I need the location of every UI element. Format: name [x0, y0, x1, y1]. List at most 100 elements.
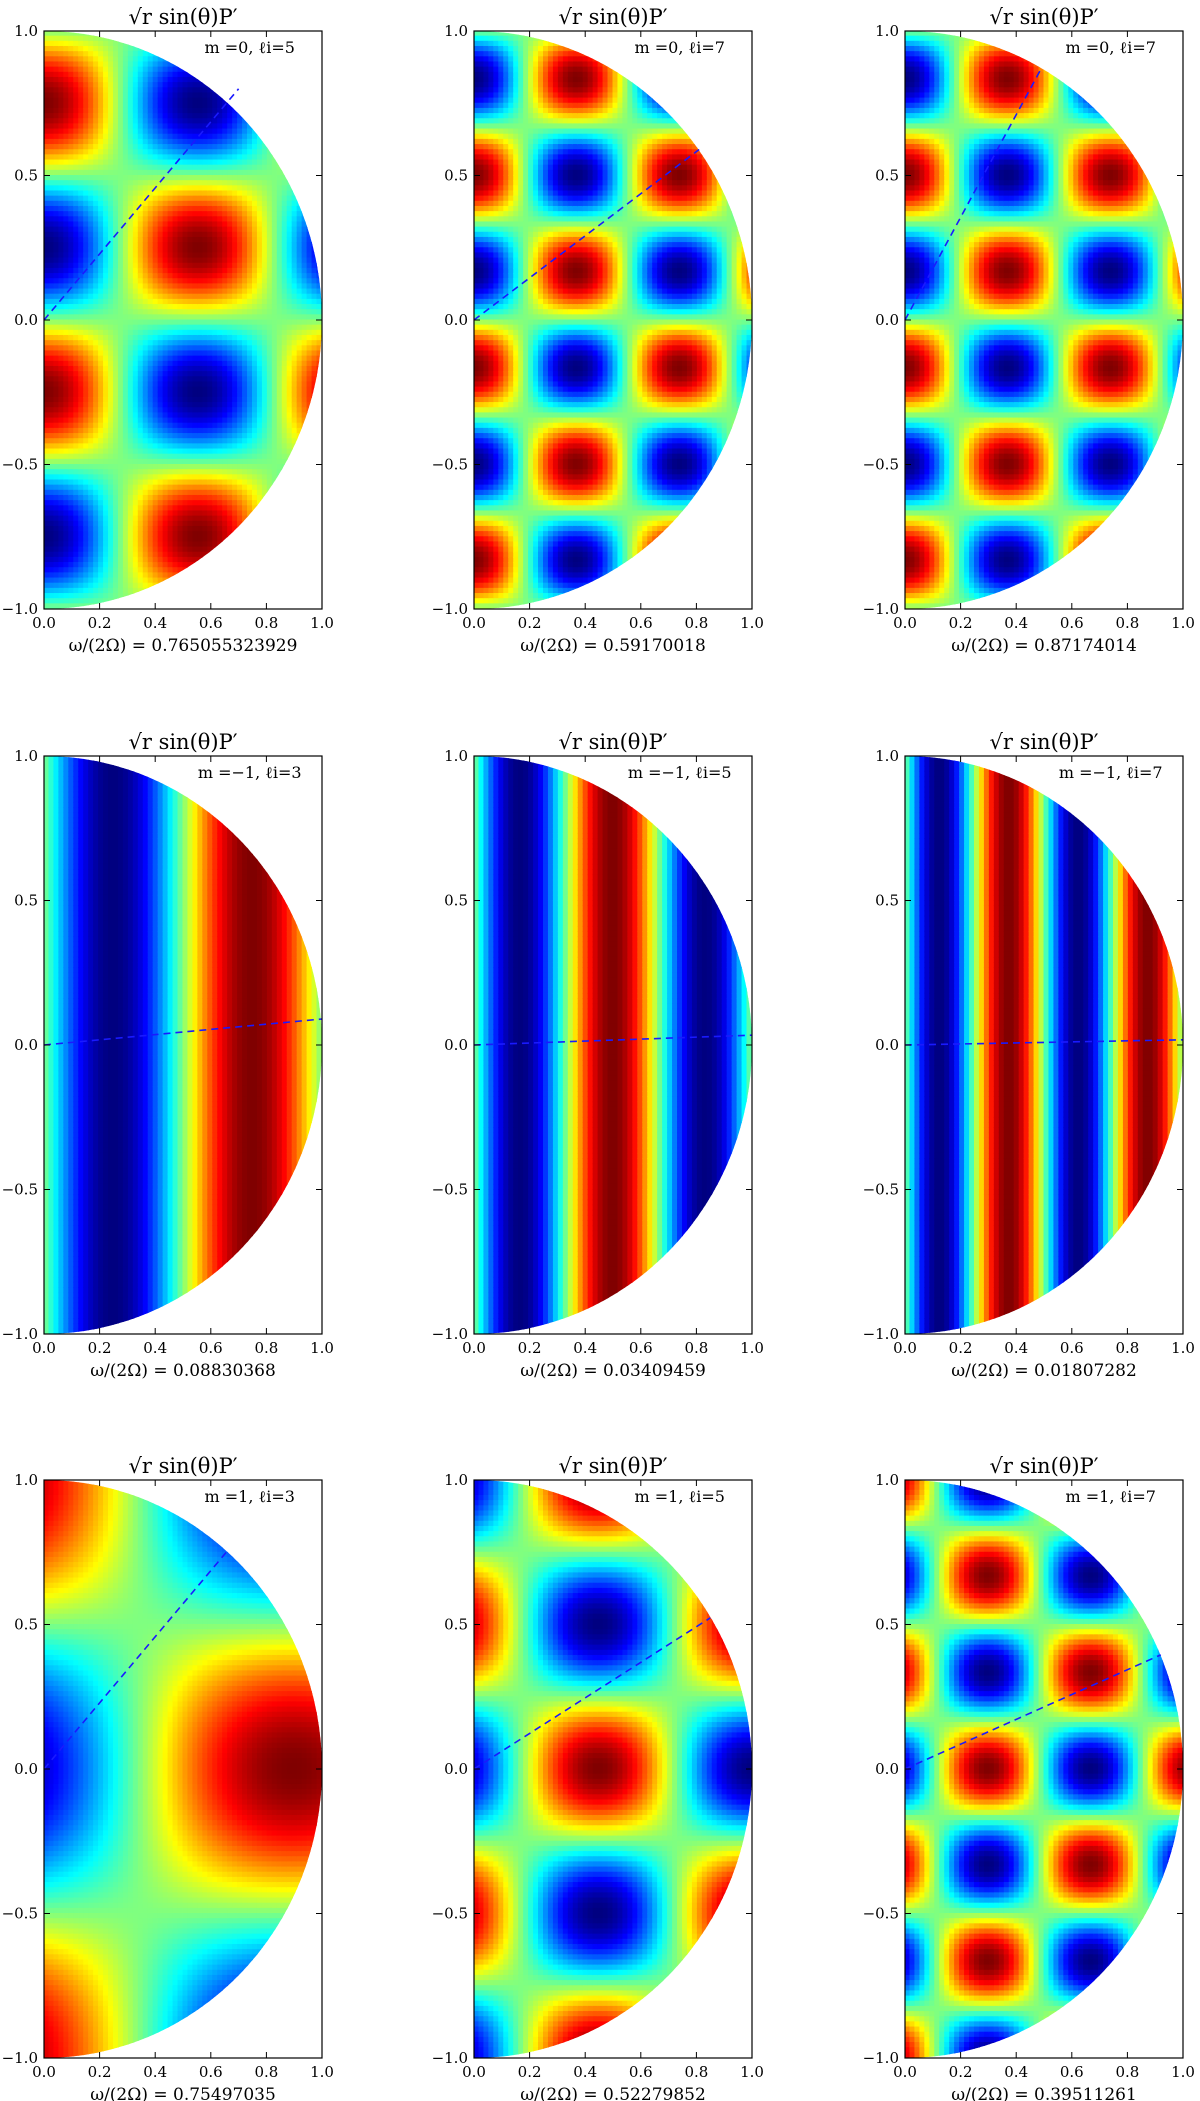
- heatmap-cell: [142, 505, 149, 512]
- heatmap-cell: [177, 71, 184, 78]
- heatmap-cell: [63, 412, 70, 419]
- heatmap-cell: [53, 489, 60, 496]
- heatmap-cell: [276, 319, 283, 326]
- heatmap-cell: [108, 159, 114, 166]
- heatmap-cell: [252, 231, 258, 238]
- heatmap-cell: [247, 267, 253, 275]
- heatmap-cell: [108, 40, 114, 47]
- heatmap-cell: [73, 536, 80, 543]
- heatmap-cell: [147, 376, 154, 383]
- heatmap-cell: [197, 334, 204, 342]
- heatmap-cell: [157, 345, 164, 352]
- heatmap-cell: [237, 278, 244, 285]
- heatmap-cell: [108, 319, 114, 326]
- heatmap-cell: [291, 402, 298, 409]
- heatmap-cell: [187, 87, 194, 94]
- heatmap-cell: [117, 345, 124, 352]
- heatmap-cell: [68, 133, 75, 140]
- heatmap-cell: [127, 407, 134, 414]
- heatmap-cell: [117, 340, 124, 347]
- heatmap-cell: [261, 242, 268, 249]
- heatmap-cell: [68, 87, 75, 94]
- heatmap-cell: [48, 525, 55, 533]
- heatmap-cell: [68, 102, 75, 109]
- heatmap-cell: [44, 71, 50, 78]
- heatmap-cell: [192, 267, 199, 275]
- heatmap-cell: [93, 211, 100, 218]
- heatmap-cell: [137, 66, 144, 73]
- heatmap-cell: [271, 407, 278, 414]
- heatmap-cell: [117, 360, 124, 367]
- heatmap-cell: [137, 267, 144, 275]
- heatmap-cell: [217, 402, 224, 409]
- heatmap-cell: [252, 159, 258, 166]
- heatmap-cell: [157, 175, 164, 182]
- heatmap-cell: [187, 448, 194, 455]
- heatmap-cell: [237, 221, 244, 228]
- heatmap-cell: [58, 82, 65, 89]
- heatmap-cell: [172, 556, 179, 564]
- heatmap-cell: [113, 304, 119, 311]
- heatmap-cell: [276, 190, 283, 197]
- heatmap-cell: [172, 433, 179, 440]
- heatmap-cell: [291, 273, 298, 280]
- heatmap-cell: [142, 128, 149, 135]
- heatmap-cell: [162, 82, 169, 89]
- heatmap-cell: [83, 87, 90, 94]
- heatmap-cell: [44, 525, 50, 533]
- heatmap-cell: [132, 365, 139, 373]
- heatmap-cell: [197, 298, 204, 306]
- heatmap-cell: [192, 242, 199, 249]
- heatmap-cell: [108, 448, 114, 455]
- heatmap-cell: [237, 438, 244, 445]
- heatmap-cell: [187, 164, 194, 171]
- heatmap-cell: [142, 309, 149, 316]
- heatmap-cell: [157, 123, 164, 130]
- heatmap-cell: [247, 113, 253, 120]
- heatmap-cell: [147, 283, 154, 290]
- heatmap-cell: [137, 298, 144, 306]
- heatmap-cell: [98, 133, 105, 140]
- heatmap-cell: [127, 288, 134, 295]
- heatmap-cell: [217, 515, 224, 522]
- heatmap-cell: [162, 489, 169, 496]
- heatmap-cell: [217, 324, 224, 331]
- heatmap-cell: [261, 190, 268, 197]
- heatmap-cell: [202, 247, 209, 254]
- heatmap-cell: [202, 97, 209, 104]
- heatmap-cell: [73, 464, 80, 471]
- heatmap-cell: [53, 61, 60, 68]
- heatmap-cell: [217, 159, 224, 166]
- heatmap-cell: [256, 340, 263, 347]
- heatmap-cell: [232, 247, 239, 254]
- heatmap-cell: [217, 484, 224, 491]
- heatmap-cell: [252, 386, 258, 393]
- heatmap-cell: [132, 381, 139, 388]
- heatmap-cell: [266, 164, 273, 171]
- heatmap-cell: [58, 494, 65, 502]
- heatmap-cell: [68, 71, 75, 78]
- heatmap-cell: [172, 107, 179, 115]
- heatmap-cell: [122, 464, 129, 471]
- heatmap-cell: [113, 185, 119, 192]
- heatmap-cell: [113, 128, 119, 135]
- heatmap-cell: [78, 464, 85, 471]
- heatmap-cell: [98, 355, 105, 362]
- heatmap-cell: [78, 448, 85, 455]
- heatmap-cell: [152, 56, 159, 63]
- heatmap-cell: [202, 525, 209, 533]
- heatmap-cell: [73, 407, 80, 414]
- heatmap-cell: [68, 221, 75, 228]
- heatmap-cell: [53, 185, 60, 192]
- heatmap-cell: [157, 205, 164, 213]
- heatmap-cell: [108, 236, 114, 244]
- heatmap-cell: [122, 319, 129, 326]
- heatmap-cell: [78, 113, 85, 120]
- heatmap-cell: [207, 355, 214, 362]
- heatmap-cell: [142, 345, 149, 352]
- heatmap-cell: [122, 128, 129, 135]
- heatmap-cell: [142, 371, 149, 378]
- heatmap-cell: [73, 365, 80, 373]
- heatmap-cell: [122, 66, 129, 73]
- heatmap-cell: [202, 448, 209, 455]
